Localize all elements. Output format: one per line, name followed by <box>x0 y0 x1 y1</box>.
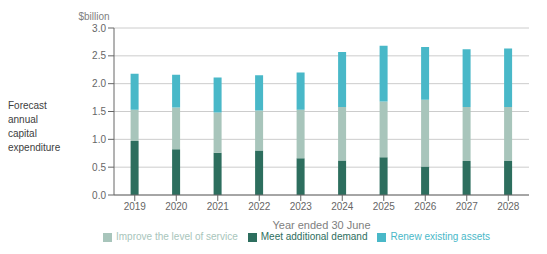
svg-text:0.5: 0.5 <box>92 162 106 173</box>
svg-text:2020: 2020 <box>165 201 188 212</box>
svg-text:1.0: 1.0 <box>92 134 106 145</box>
html-text:Meet additional demand: Meet additional demand <box>260 231 368 242</box>
svg-text:$billion: $billion <box>78 11 109 22</box>
svg-text:2028: 2028 <box>497 201 520 212</box>
html-text:annual: annual <box>8 114 38 125</box>
svg-text:2.0: 2.0 <box>92 78 106 89</box>
svg-text:2026: 2026 <box>414 201 437 212</box>
svg-text:2027: 2027 <box>456 201 479 212</box>
svg-text:2022: 2022 <box>248 201 271 212</box>
svg-text:2021: 2021 <box>207 201 230 212</box>
html-text:expenditure: expenditure <box>8 142 61 153</box>
svg-text:Year ended 30 June: Year ended 30 June <box>272 219 370 231</box>
svg-text:1.5: 1.5 <box>92 106 106 117</box>
svg-text:2024: 2024 <box>331 201 354 212</box>
html-text:capital: capital <box>8 128 37 139</box>
html-text:Forecast: Forecast <box>8 100 47 111</box>
svg-text:2.5: 2.5 <box>92 50 106 61</box>
html-text:Improve the level of service: Improve the level of service <box>116 231 238 242</box>
svg-text:2025: 2025 <box>373 201 396 212</box>
svg-text:2023: 2023 <box>290 201 313 212</box>
html-text:Renew existing assets: Renew existing assets <box>390 231 490 242</box>
svg-text:2019: 2019 <box>124 201 147 212</box>
svg-text:3.0: 3.0 <box>92 23 106 34</box>
svg-text:0.0: 0.0 <box>92 190 106 201</box>
